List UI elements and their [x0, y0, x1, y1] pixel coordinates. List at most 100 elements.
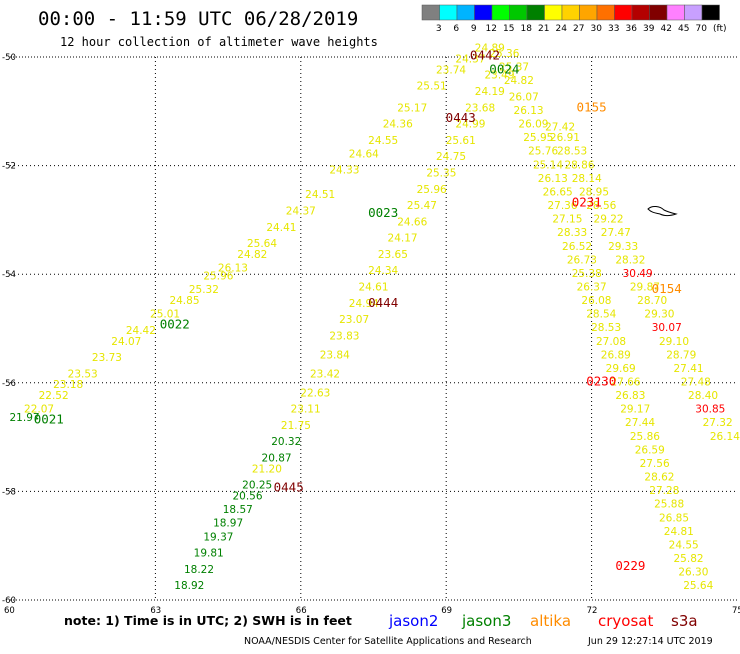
swh-value-label: 20.32 — [271, 436, 301, 448]
swh-value-label: 27.08 — [596, 336, 626, 348]
footer-timestamp: Jun 29 12:27:14 UTC 2019 — [587, 636, 713, 647]
swh-value-label: 27.48 — [681, 377, 711, 389]
colorbar-swatch — [526, 4, 545, 21]
swh-value-label: 26.91 — [550, 132, 580, 144]
swh-value-label: 24.41 — [266, 222, 296, 234]
island-outline — [647, 206, 678, 216]
swh-value-label: 24.75 — [436, 151, 466, 163]
pass-number-label: 0229 — [615, 558, 645, 573]
colorbar-swatch — [666, 4, 685, 21]
swh-value-label: 29.69 — [606, 363, 636, 375]
swh-value-label: 26.13 — [538, 173, 568, 185]
satellite-legend-jason2: jason2 — [388, 612, 438, 630]
swh-value-label: 25.35 — [426, 167, 456, 179]
colorbar-tick-label: 24 — [556, 24, 568, 34]
swh-value-label: 25.96 — [417, 184, 447, 196]
swh-value-label: 24.51 — [305, 189, 335, 201]
wave-height-colorbar: 3 6 9 12 15 18 21 24 27 30 33 36 39 42 45 70 — [421, 4, 720, 34]
swh-value-label: 25.01 — [150, 309, 180, 321]
colorbar-swatch — [596, 4, 615, 21]
swh-value-label: 25.88 — [654, 499, 684, 511]
swh-value-label: 26.13 — [514, 105, 544, 117]
colorbar-unit: (ft) — [713, 24, 727, 34]
swh-value-label: 24.33 — [329, 165, 359, 177]
swh-value-label: 27.36 — [547, 200, 577, 212]
colorbar-swatch — [509, 4, 528, 21]
swh-value-label: 24.81 — [664, 526, 694, 538]
swh-value-label: 23.68 — [465, 102, 495, 114]
colorbar-tick-label: 12 — [486, 24, 497, 34]
swh-value-label: 27.15 — [552, 214, 582, 226]
pass-number-label: 0023 — [368, 205, 398, 220]
swh-value-label: 29.87 — [630, 281, 660, 293]
swh-value-label: 24.55 — [368, 135, 398, 147]
swh-value-label: 23.83 — [329, 330, 359, 342]
swh-value-label: 24.36 — [383, 119, 413, 131]
swh-value-label: 23.07 — [339, 314, 369, 326]
swh-value-label: 24.07 — [111, 336, 141, 348]
swh-value-label: 26.30 — [678, 567, 708, 579]
swh-value-label: 28.79 — [666, 349, 696, 361]
colorbar-tick-label: 33 — [608, 24, 619, 34]
swh-value-label: 25.32 — [189, 284, 219, 296]
swh-value-label: 26.14 — [710, 431, 740, 443]
colorbar-tick-label: 18 — [521, 24, 533, 34]
swh-value-label: 25.86 — [630, 431, 660, 443]
track-0155-0154: 27.4226.9128.5328.8628.1428.9528.5629.22… — [545, 121, 740, 443]
pass-number-label: 0021 — [34, 412, 64, 427]
swh-value-label: 21.75 — [281, 420, 311, 432]
colorbar-tick-label: 3 — [436, 24, 442, 34]
swh-value-label: 25.37 — [499, 62, 529, 74]
swh-value-label: 28.53 — [591, 322, 621, 334]
swh-value-label: 26.07 — [509, 91, 539, 103]
swh-value-label: 28.32 — [615, 254, 645, 266]
swh-value-label: 18.92 — [174, 580, 204, 592]
swh-value-label: 27.28 — [649, 485, 679, 497]
map-axes: 60 63 66 69 72 75 -50 -52 -54 -56 -58 -60 — [2, 53, 740, 616]
swh-value-label: 24.94 — [349, 298, 379, 310]
swh-value-label: 27.44 — [625, 417, 655, 429]
swh-value-label: 28.95 — [579, 186, 609, 198]
swh-value-label: 24.82 — [237, 249, 267, 261]
lon-tick-label: 66 — [296, 606, 307, 616]
colorbar-swatch — [491, 4, 510, 21]
swh-value-label: 24.89 — [475, 43, 505, 55]
swh-value-label: 24.17 — [388, 233, 418, 245]
colorbar-swatch — [421, 4, 440, 21]
lat-tick-label: -60 — [2, 596, 16, 606]
footer-note: note: 1) Time is in UTC; 2) SWH is in fe… — [64, 613, 352, 628]
swh-value-label: 29.33 — [608, 241, 638, 253]
satellite-legend: jason2 jason3 altika cryosat s3a — [388, 612, 698, 630]
swh-value-label: 26.85 — [659, 512, 689, 524]
swh-value-label: 30.49 — [623, 268, 653, 280]
lat-tick-label: -52 — [2, 162, 16, 172]
swh-value-label: 25.38 — [572, 268, 602, 280]
swh-value-label: 23.74 — [436, 64, 466, 76]
pass-number-label: 0230 — [586, 374, 616, 389]
swh-value-label: 23.84 — [320, 349, 350, 361]
swh-value-label: 22.07 — [24, 404, 54, 416]
map-title: 00:00 - 11:59 UTC 06/28/2019 — [38, 8, 358, 30]
colorbar-swatch — [684, 4, 703, 21]
swh-value-label: 25.64 — [247, 238, 277, 250]
swh-value-label: 24.37 — [286, 205, 316, 217]
colorbar-tick-label: 36 — [626, 24, 638, 34]
swh-value-label: 18.22 — [184, 564, 214, 576]
swh-value-label: 28.62 — [644, 472, 674, 484]
swh-value-label: 25.82 — [674, 553, 704, 565]
swh-value-label: 24.82 — [504, 75, 534, 87]
swh-value-label: 20.25 — [242, 480, 272, 492]
colorbar-tick-label: 15 — [503, 24, 514, 34]
swh-value-label: 23.18 — [53, 379, 83, 391]
pass-number-label: 0154 — [652, 281, 682, 296]
colorbar-tick-label: 42 — [661, 24, 672, 34]
colorbar-swatch — [439, 4, 458, 21]
swh-value-label: 21.20 — [252, 463, 282, 475]
swh-value-label: 28.14 — [572, 173, 602, 185]
swh-value-label: 26.52 — [562, 241, 592, 253]
colorbar-tick-label: 27 — [573, 24, 584, 34]
lon-tick-label: 60 — [4, 606, 15, 616]
swh-value-label: 25.76 — [528, 146, 558, 158]
